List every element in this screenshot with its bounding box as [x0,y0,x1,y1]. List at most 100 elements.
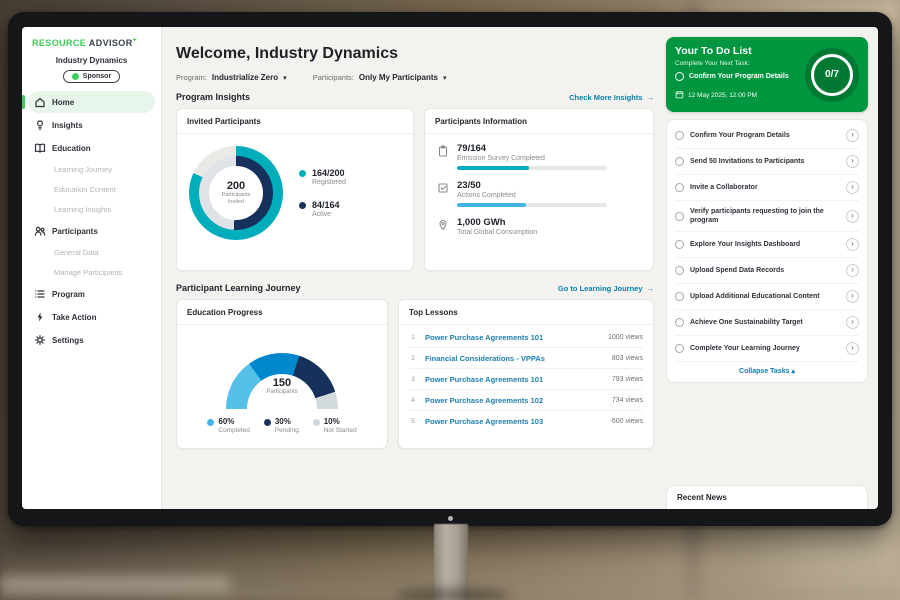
todo-subtitle: Complete Your Next Task: [675,60,750,67]
lesson-rank: 3 [411,375,415,383]
check-more-insights-link[interactable]: Check More Insights → [569,93,654,102]
invited-card-body: 200 Participants Invited 164/200 Regist [177,134,413,252]
task-checkbox[interactable] [675,266,684,276]
sponsor-icon [71,73,79,80]
sidebar-item-general-data[interactable]: General Data [28,243,155,262]
todo-panel: Your To Do List Complete Your Next Task:… [666,27,878,509]
task-label: Confirm Your Program Details [690,131,790,139]
sidebar-item-home[interactable]: Home [22,91,155,113]
calendar-icon [675,86,684,104]
task-row[interactable]: Upload Additional Educational Content › [675,284,859,311]
program-insights-title: Program Insights [176,92,251,102]
sidebar-item-education[interactable]: Education [28,137,155,159]
sidebar-item-learning-insights[interactable]: Learning Insights [28,200,155,219]
lessons-list: 1 Power Purchase Agreements 101 1000 vie… [399,325,653,431]
task-row[interactable]: Confirm Your Program Details › [675,123,859,149]
legend-dot [299,202,306,209]
participants-filter-dropdown[interactable]: Participants: Only My Participants ▾ [313,73,447,82]
sidebar-item-participants[interactable]: Participants [28,220,155,242]
task-checkbox[interactable] [675,183,684,192]
completed-pct: 60% [218,417,235,426]
lesson-row[interactable]: 3 Power Purchase Agreements 101 793 view… [409,369,643,390]
gauge-center: 150 Participants [226,377,338,395]
todo-progress-ring: 0/7 [805,47,859,102]
task-row[interactable]: Invite a Collaborator › [675,175,859,201]
chevron-right-icon[interactable]: › [846,155,859,168]
task-label: Upload Spend Data Records [690,267,785,275]
learning-cards-row: Education Progress 150 Participants [176,299,654,449]
chevron-right-icon[interactable]: › [846,342,859,356]
lesson-row[interactable]: 5 Power Purchase Agreements 103 600 view… [409,411,643,431]
gauge-label: Participants [266,389,298,395]
sidebar-item-education-content[interactable]: Education Content [28,180,155,199]
list-icon [34,288,46,300]
active-label: Active [312,211,332,218]
task-checkbox[interactable] [675,318,684,328]
task-label: Upload Additional Educational Content [690,293,820,301]
task-checkbox[interactable] [675,211,684,221]
task-row[interactable]: Explore Your Insights Dashboard › [675,232,859,259]
lightbulb-icon [34,119,46,131]
lesson-row[interactable]: 2 Financial Considerations - VPPAs 803 v… [409,348,643,369]
sidebar-item-insights[interactable]: Insights [28,114,155,136]
actions-completed-stat: 23/50 Actions Completed [437,180,641,207]
chevron-up-icon: ▴ [791,368,795,376]
lesson-row[interactable]: 1 Power Purchase Agreements 101 1000 vie… [409,327,643,348]
sidebar-item-learning-journey[interactable]: Learning Journey [28,160,155,179]
chevron-down-icon: ▾ [443,74,447,82]
arrow-right-icon: → [646,283,655,293]
sidebar-item-manage-participants[interactable]: Manage Participants [28,263,155,282]
chevron-right-icon[interactable]: › [846,129,859,142]
sidebar-item-program[interactable]: Program [28,283,155,305]
recent-news-card[interactable]: Recent News [666,485,868,509]
go-to-learning-journey-link[interactable]: Go to Learning Journey → [558,284,654,293]
dashboard-screen: RESOURCE ADVISOR+ Industry Dynamics Spon… [22,27,878,509]
legend-dot [312,419,320,426]
invited-donut-chart: 200 Participants Invited [189,146,283,240]
chevron-right-icon[interactable]: › [846,209,859,223]
stat-label: Actions Completed [457,192,516,199]
chevron-right-icon[interactable]: › [846,316,859,330]
task-checkbox[interactable] [675,72,684,81]
task-row[interactable]: Upload Spend Data Records › [675,258,859,285]
program-filter-dropdown[interactable]: Program: Industrialize Zero ▾ [176,73,287,82]
legend-dot [299,170,306,177]
lesson-link[interactable]: Power Purchase Agreements 103 [425,416,544,426]
task-row[interactable]: Complete Your Learning Journey › [675,336,859,363]
lesson-link[interactable]: Financial Considerations - VPPAs [425,353,545,363]
participants-filter-label: Participants: [312,73,354,82]
sidebar-item-take-action[interactable]: Take Action [28,306,155,328]
program-filter-value: Industrialize Zero [211,73,279,82]
logo-plus: + [132,37,138,44]
chevron-right-icon[interactable]: › [846,238,859,252]
task-row[interactable]: Verify participants requesting to join t… [675,201,859,233]
education-card-title: Education Progress [177,300,387,325]
todo-next-task[interactable]: Confirm Your Program Details [675,72,789,81]
task-label: Explore Your Insights Dashboard [690,241,801,249]
recent-news-title: Recent News [677,493,727,502]
sidebar-item-settings[interactable]: Settings [28,329,155,351]
lesson-link[interactable]: Power Purchase Agreements 101 [425,332,544,342]
task-checkbox[interactable] [675,240,684,250]
lesson-rank: 4 [411,396,415,404]
org-name: Industry Dynamics [55,56,128,65]
home-icon [34,96,46,108]
collapse-tasks-link[interactable]: Collapse Tasks ▴ [675,362,859,378]
task-checkbox[interactable] [675,292,684,302]
invited-donut-inner-ring: 200 Participants Invited [199,156,273,230]
next-task-label: Confirm Your Program Details [689,73,789,80]
chevron-right-icon[interactable]: › [846,264,859,278]
task-row[interactable]: Achieve One Sustainability Target › [675,310,859,337]
chevron-right-icon[interactable]: › [846,290,859,304]
lesson-link[interactable]: Power Purchase Agreements 101 [425,374,544,384]
task-row[interactable]: Send 50 Invitations to Participants › [675,149,859,175]
task-checkbox[interactable] [675,157,684,166]
insights-cards-row: Invited Participants 200 Participants In… [176,108,654,271]
sponsor-badge[interactable]: Sponsor [62,70,121,83]
lesson-row[interactable]: 4 Power Purchase Agreements 102 734 view… [409,390,643,411]
task-checkbox[interactable] [675,344,684,354]
task-checkbox[interactable] [675,131,684,140]
chevron-right-icon[interactable]: › [846,181,859,194]
lesson-link[interactable]: Power Purchase Agreements 102 [425,395,544,405]
emission-survey-stat: 79/164 Emission Survey Completed [437,143,641,170]
